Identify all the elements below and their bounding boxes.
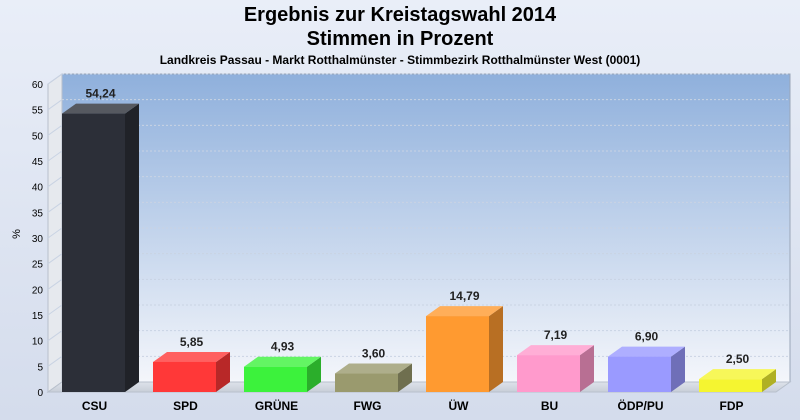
bar-top [608,346,685,357]
data-label: 6,90 [635,330,659,344]
gridline-side [47,278,63,290]
x-tick-label: BU [541,399,558,413]
bar-side [580,345,594,392]
bar-side [489,306,503,392]
data-label: 4,93 [271,340,295,354]
y-tick-label: 55 [32,106,44,117]
bar [426,316,489,392]
y-tick-label: 10 [32,337,44,348]
bar-top [244,356,321,367]
x-tick-label: GRÜNE [255,398,298,413]
x-tick-label: SPD [173,399,198,413]
bar [699,379,762,392]
y-tick-label: 45 [32,157,44,168]
gridline-side [47,304,63,316]
bar-top [699,369,776,380]
bar [608,356,671,392]
x-tick-label: ÖDP/PU [617,398,663,413]
y-tick-label: 25 [32,260,44,271]
gridline-side [47,124,63,136]
gridline-side [47,201,63,213]
bar [335,373,398,392]
bar [62,113,125,393]
gridline-side [47,355,63,367]
x-tick-label: FWG [354,399,382,413]
gridline-side [47,253,63,265]
bar [244,366,307,392]
bar [517,355,580,392]
y-tick-label: 30 [32,234,44,245]
y-tick-label: 5 [37,362,43,373]
data-label: 5,85 [180,335,204,349]
data-label: 3,60 [362,347,386,361]
gridline-side [47,73,63,85]
gridline-side [47,150,63,162]
x-tick-label: FDP [720,399,744,413]
y-tick-label: 20 [32,285,44,296]
x-tick-label: ÜW [449,398,470,413]
gridline-side [47,330,63,342]
bar-top [335,363,412,374]
bar-top [426,306,503,317]
chart-title-line-2: Stimmen in Prozent [306,28,494,50]
x-tick-label: CSU [82,399,107,413]
y-tick-label: 60 [32,80,44,91]
data-label: 54,24 [85,87,115,101]
bar-top [153,351,230,362]
y-tick-label: 0 [37,388,43,399]
data-label: 7,19 [544,328,568,342]
y-axis-label: % [11,229,23,239]
gridline-side [47,176,63,188]
bar-side [216,351,230,392]
bar-side [671,346,685,392]
y-tick-label: 15 [32,311,44,322]
chart-title: Ergebnis zur Kreistagswahl 2014 [243,4,557,26]
bar-top [517,345,594,356]
chart-subtitle: Landkreis Passau - Markt Rotthalmünster … [159,53,641,67]
y-tick-label: 35 [32,208,44,219]
gridline-side [47,99,63,111]
data-label: 14,79 [449,289,479,303]
bar-side [398,363,412,392]
data-label: 2,50 [726,352,750,366]
y-tick-label: 40 [32,183,44,194]
y-tick-label: 50 [32,131,44,142]
bar-side [762,369,776,392]
bar [153,361,216,392]
bar-top [62,103,139,114]
bar-side [307,356,321,392]
gridline-side [47,227,63,239]
bar-side [125,103,139,393]
